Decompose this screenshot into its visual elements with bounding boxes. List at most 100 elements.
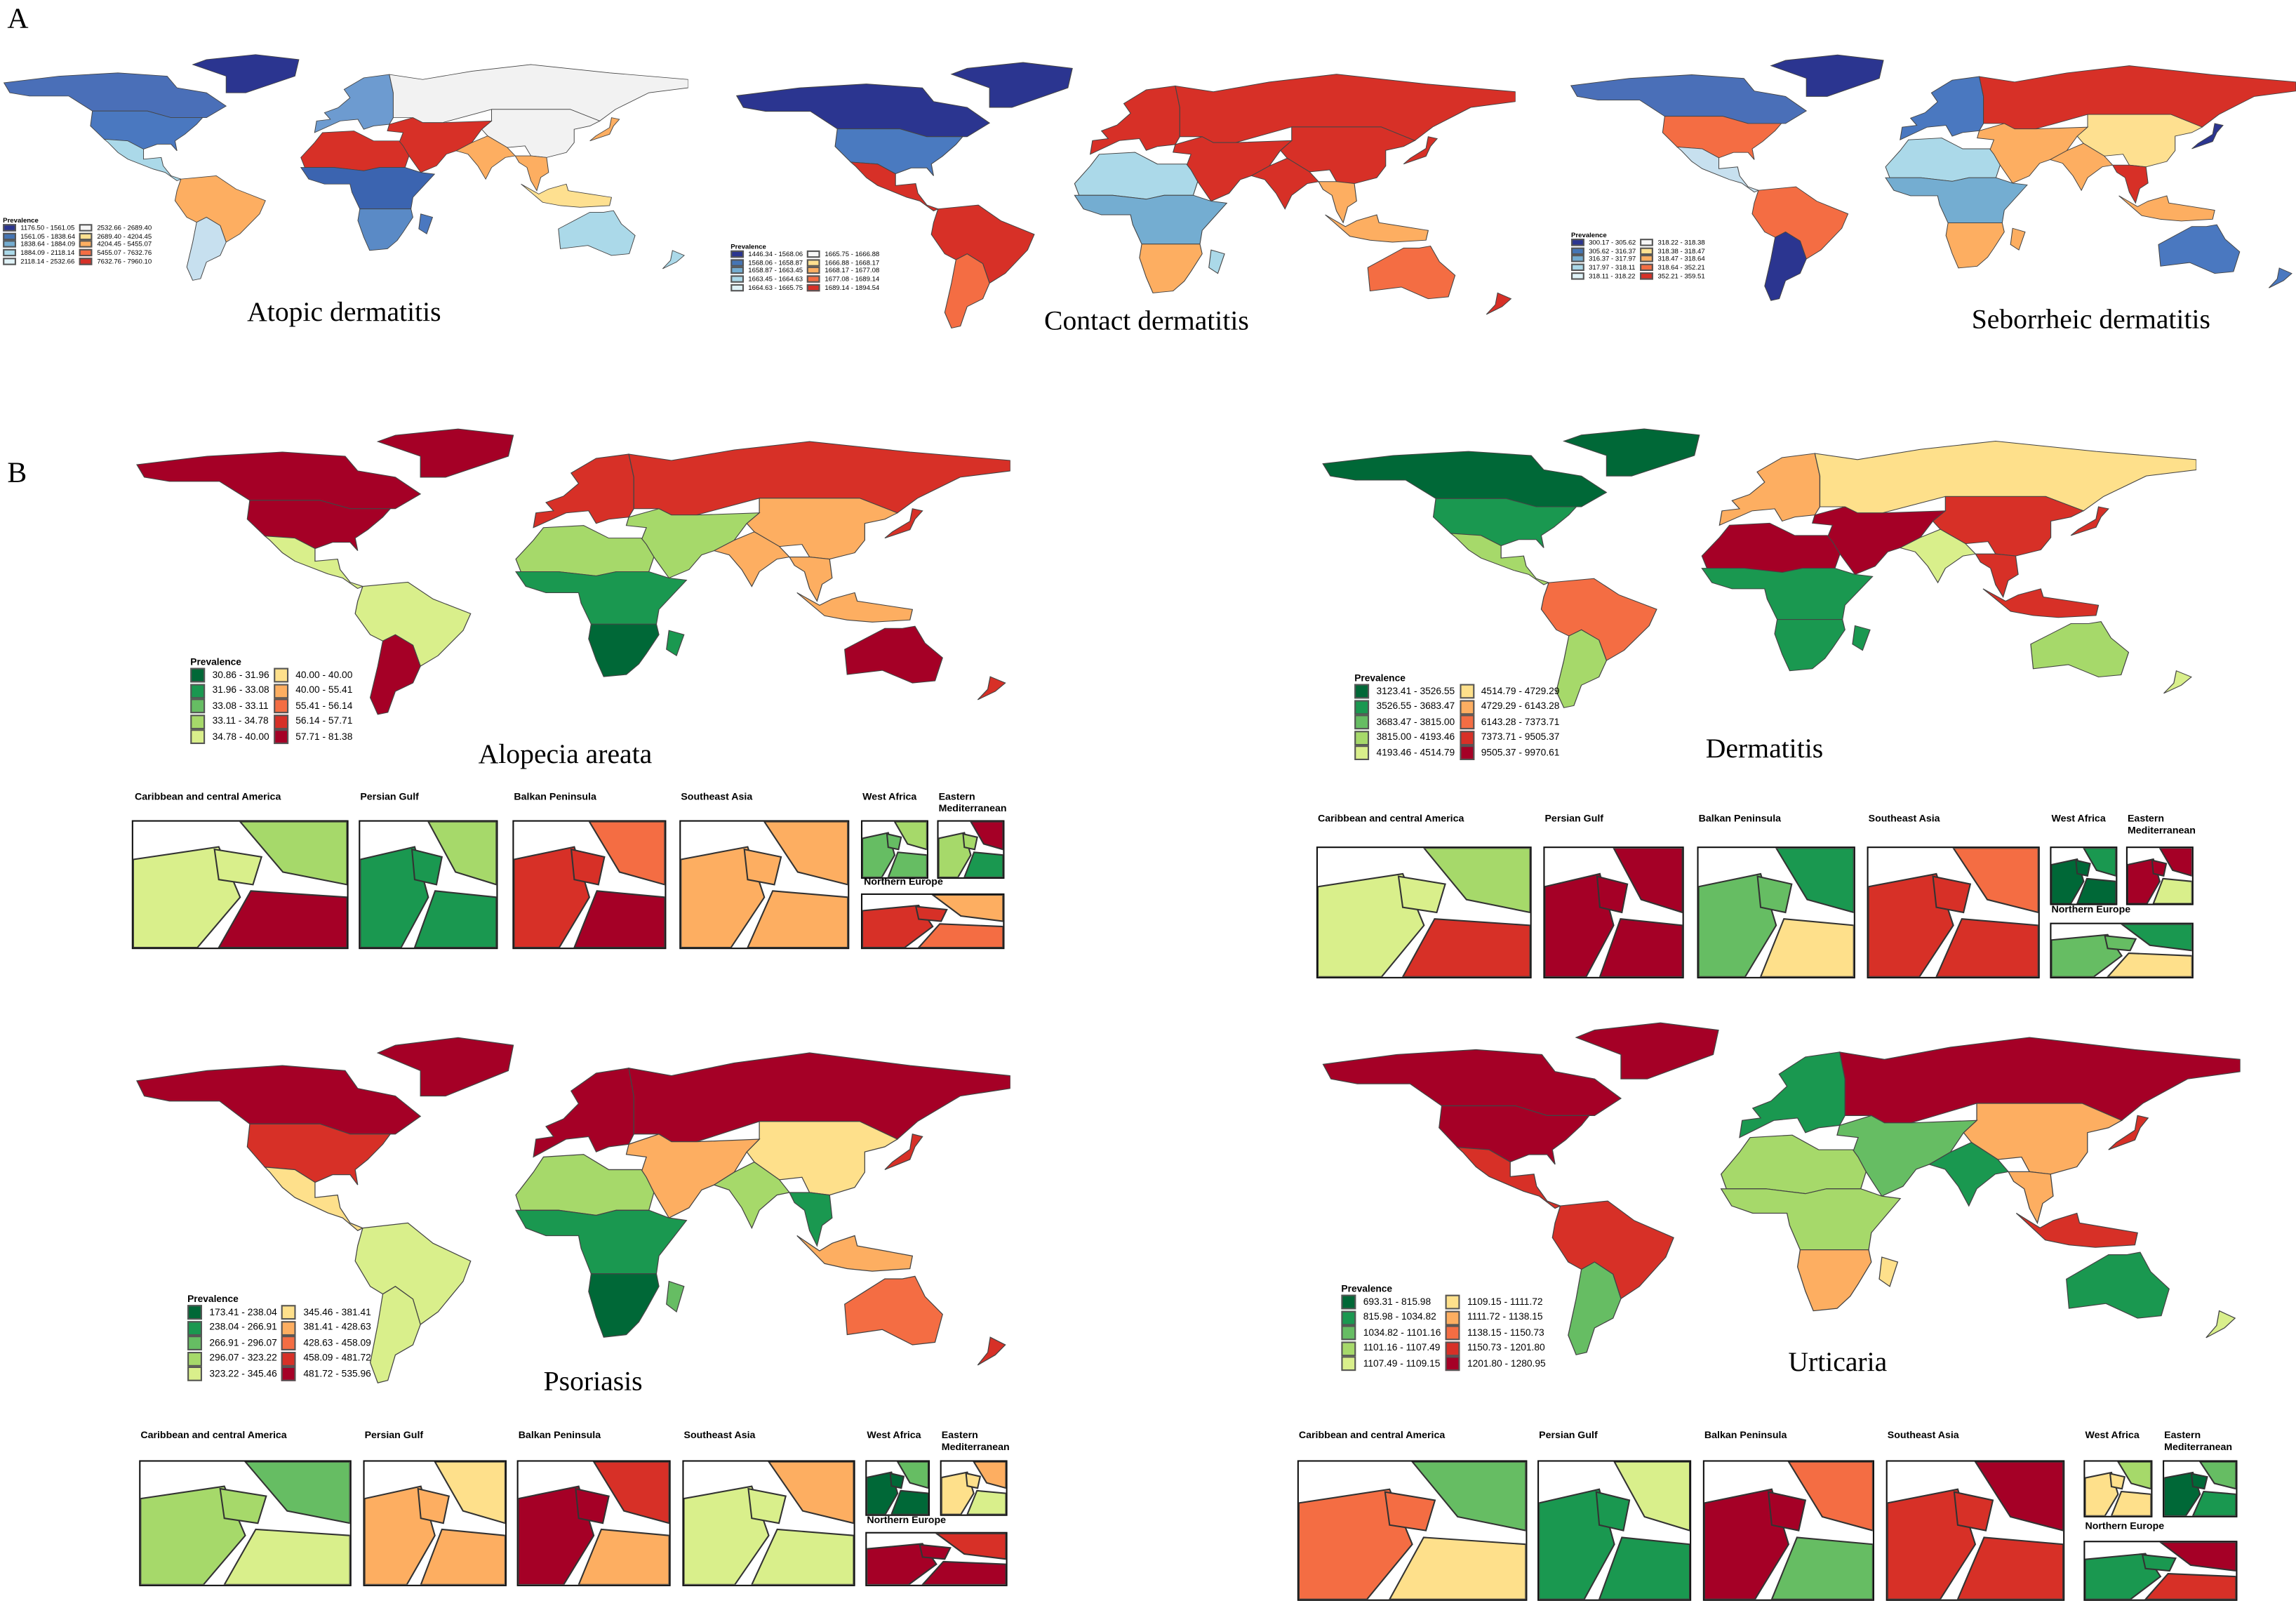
region-japan bbox=[884, 1134, 923, 1171]
inset-map bbox=[940, 1460, 1008, 1516]
region-india bbox=[1899, 529, 1977, 584]
legend-swatch bbox=[187, 1305, 202, 1320]
legend-swatch bbox=[1571, 255, 1584, 263]
legend-swatch bbox=[1571, 247, 1584, 255]
region-europe bbox=[533, 1068, 634, 1158]
legend-title: Prevalence bbox=[730, 243, 766, 251]
legend-item: 318.47 - 318.64 bbox=[1640, 255, 1705, 263]
inset-region bbox=[1596, 1492, 1629, 1531]
legend-swatch bbox=[1354, 745, 1370, 761]
inset-region bbox=[2145, 1574, 2236, 1600]
map-title: Atopic dermatitis bbox=[247, 297, 441, 328]
inset-map bbox=[2083, 1541, 2238, 1601]
inset-regions bbox=[867, 1461, 928, 1515]
legend-range: 266.91 - 296.07 bbox=[209, 1338, 277, 1349]
legend-item: 2689.40 - 4204.45 bbox=[79, 232, 152, 241]
inset-region bbox=[1772, 1537, 1873, 1600]
legend-item: 1689.14 - 1894.54 bbox=[807, 284, 879, 292]
region-middle-east bbox=[1173, 136, 1293, 202]
region-n-africa bbox=[1720, 1134, 1867, 1195]
region-nz bbox=[2205, 1310, 2236, 1338]
region-indonesia bbox=[796, 1235, 914, 1272]
inset-regions bbox=[364, 1461, 505, 1585]
legend-item: 55.41 - 56.14 bbox=[273, 698, 353, 714]
world-map-seborrheic bbox=[1570, 54, 2296, 301]
inset-regions bbox=[2085, 1461, 2151, 1516]
legend-range: 1666.88 - 1668.17 bbox=[825, 259, 880, 267]
region-china bbox=[746, 498, 899, 560]
inset-region bbox=[2161, 1542, 2236, 1571]
region-greenland bbox=[1770, 54, 1884, 97]
legend-swatch bbox=[1341, 1295, 1356, 1310]
region-china bbox=[2076, 114, 2203, 168]
legend-swatch bbox=[1459, 699, 1474, 715]
inset-label: Eastern Mediterranean bbox=[2164, 1430, 2233, 1454]
region-europe bbox=[1900, 76, 1984, 140]
legend-column: 3123.41 - 3526.55 3526.55 - 3683.47 3683.4… bbox=[1354, 684, 1455, 761]
inset-region bbox=[1768, 1492, 1806, 1531]
legend: Prevalence 300.17 - 305.62 305.62 - 316.37… bbox=[1571, 232, 1705, 280]
legend-item: 9505.37 - 9970.61 bbox=[1459, 745, 1559, 761]
legend-item: 1150.73 - 1201.80 bbox=[1445, 1341, 1546, 1356]
legend-range: 55.41 - 56.14 bbox=[295, 701, 353, 712]
legend-range: 3815.00 - 4193.46 bbox=[1376, 732, 1455, 743]
inset-region bbox=[938, 832, 971, 877]
legend-item: 5455.07 - 7632.76 bbox=[79, 248, 152, 257]
region-china bbox=[1280, 126, 1416, 185]
inset-region bbox=[919, 924, 1003, 948]
legend-range: 1568.06 - 1658.87 bbox=[748, 259, 803, 267]
region-madagascar bbox=[1878, 1256, 1899, 1287]
legend-range: 2689.40 - 4204.45 bbox=[97, 232, 152, 240]
legend-range: 33.11 - 34.78 bbox=[212, 716, 269, 727]
legend-columns: 1446.34 - 1568.06 1568.06 - 1658.87 1658.8… bbox=[730, 251, 879, 291]
legend-range: 296.07 - 323.22 bbox=[209, 1353, 277, 1364]
inset-label: Balkan Peninsula bbox=[514, 792, 596, 803]
legend-item: 381.41 - 428.63 bbox=[281, 1320, 371, 1336]
inset-region bbox=[1758, 877, 1792, 912]
inset-region bbox=[571, 849, 604, 884]
legend-range: 318.22 - 318.38 bbox=[1657, 239, 1705, 247]
region-australia bbox=[2158, 224, 2241, 274]
legend-range: 300.17 - 305.62 bbox=[1589, 239, 1636, 247]
legend-swatch bbox=[273, 668, 288, 683]
region-madagascar bbox=[666, 630, 685, 657]
inset-map bbox=[1297, 1460, 1528, 1601]
legend-item: 1201.80 - 1280.95 bbox=[1445, 1356, 1546, 1371]
inset-region bbox=[2083, 848, 2116, 876]
inset-region bbox=[1975, 1461, 2064, 1531]
legend-item: 4193.46 - 4514.79 bbox=[1354, 745, 1455, 761]
legend-range: 5455.07 - 7632.76 bbox=[97, 248, 152, 257]
inset-regions bbox=[862, 821, 927, 877]
legend-item: 1034.82 - 1101.16 bbox=[1341, 1325, 1441, 1341]
inset-region bbox=[862, 905, 933, 948]
legend-item: 1109.15 - 1111.72 bbox=[1445, 1295, 1546, 1310]
legend-range: 345.46 - 381.41 bbox=[303, 1307, 371, 1318]
inset-region bbox=[412, 849, 442, 884]
legend-swatch bbox=[3, 248, 16, 257]
region-madagascar bbox=[1852, 625, 1871, 651]
inset-regions bbox=[681, 821, 848, 948]
legend-swatch bbox=[1354, 715, 1370, 730]
region-japan bbox=[2108, 1115, 2149, 1150]
region-middle-east bbox=[1811, 506, 1947, 576]
inset-region bbox=[920, 1545, 951, 1559]
inset-label: Southeast Asia bbox=[683, 1430, 756, 1442]
region-middle-east bbox=[387, 117, 493, 173]
region-canada bbox=[1322, 1049, 1622, 1116]
legend-swatch bbox=[281, 1336, 296, 1351]
region-sa-s bbox=[369, 1286, 421, 1384]
region-se-asia bbox=[789, 557, 833, 602]
legend-item: 1666.88 - 1668.17 bbox=[807, 258, 879, 267]
inset-region bbox=[769, 1461, 854, 1524]
region-c-africa bbox=[515, 571, 688, 625]
legend-swatch bbox=[1640, 247, 1654, 255]
map-title: Dermatitis bbox=[1705, 733, 1824, 765]
region-middle-east bbox=[625, 508, 761, 579]
inset-region bbox=[2152, 861, 2166, 876]
legend-title: Prevalence bbox=[1571, 231, 1607, 239]
inset-regions bbox=[2051, 848, 2116, 903]
inset-region bbox=[933, 894, 1003, 922]
region-s-africa bbox=[1139, 244, 1203, 293]
legend-title: Prevalence bbox=[187, 1294, 239, 1306]
inset-region bbox=[916, 907, 947, 922]
